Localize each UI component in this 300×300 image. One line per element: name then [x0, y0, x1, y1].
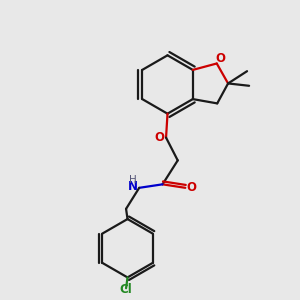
- Text: O: O: [154, 131, 165, 144]
- Text: O: O: [186, 181, 196, 194]
- Text: Cl: Cl: [120, 283, 132, 296]
- Text: H: H: [129, 175, 137, 185]
- Text: O: O: [215, 52, 225, 65]
- Text: N: N: [128, 180, 138, 193]
